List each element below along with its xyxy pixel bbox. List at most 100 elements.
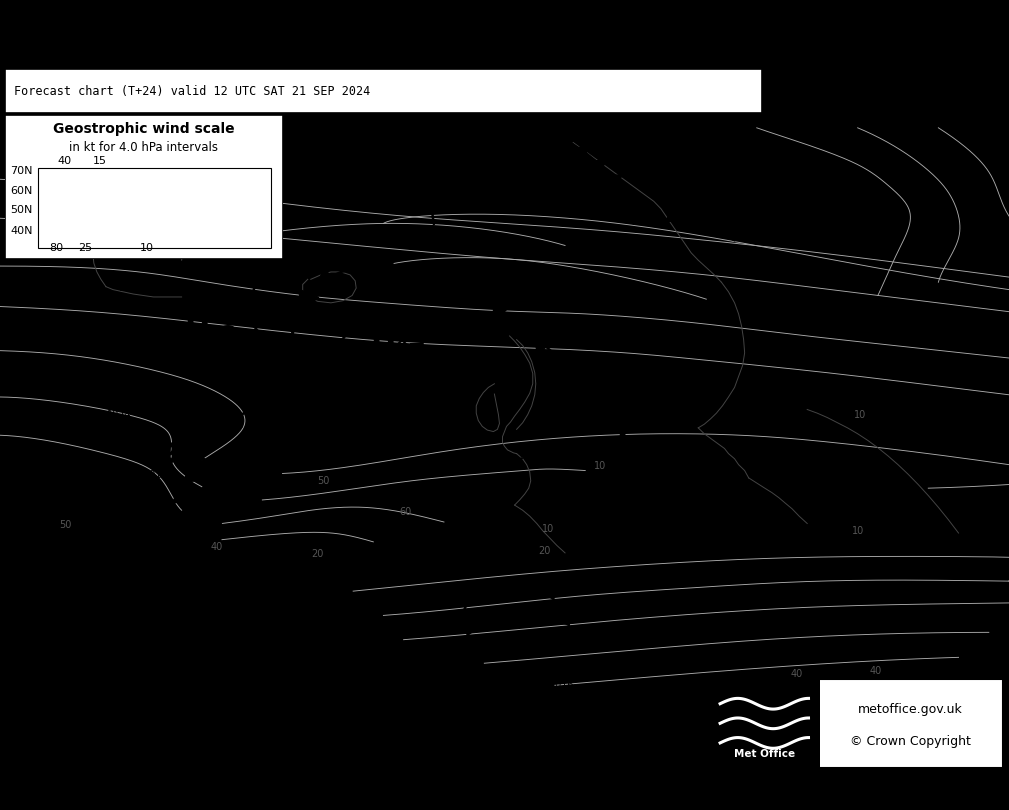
- Text: 60: 60: [400, 507, 412, 518]
- Polygon shape: [513, 585, 525, 590]
- Polygon shape: [464, 629, 475, 635]
- Polygon shape: [472, 653, 481, 664]
- Text: 40N: 40N: [10, 226, 32, 236]
- Polygon shape: [536, 590, 547, 596]
- Polygon shape: [478, 640, 488, 646]
- Polygon shape: [349, 141, 362, 149]
- Polygon shape: [160, 516, 175, 523]
- Polygon shape: [300, 290, 319, 301]
- Polygon shape: [238, 464, 252, 471]
- Polygon shape: [327, 341, 340, 348]
- Polygon shape: [428, 202, 442, 210]
- Polygon shape: [289, 313, 309, 323]
- Polygon shape: [610, 175, 623, 181]
- Polygon shape: [272, 359, 293, 369]
- Polygon shape: [541, 647, 553, 653]
- Text: 1038: 1038: [166, 324, 237, 348]
- Text: 10: 10: [542, 523, 554, 534]
- Text: 1028: 1028: [508, 379, 532, 389]
- Text: 1024: 1024: [107, 411, 131, 420]
- Polygon shape: [203, 434, 221, 447]
- Text: 1012: 1012: [936, 612, 961, 623]
- Text: 1020: 1020: [712, 461, 737, 471]
- Polygon shape: [350, 260, 361, 275]
- Polygon shape: [416, 184, 430, 190]
- Text: metoffice.gov.uk: metoffice.gov.uk: [858, 703, 963, 717]
- Polygon shape: [461, 611, 472, 617]
- Text: H: H: [184, 303, 210, 332]
- Polygon shape: [208, 544, 222, 551]
- Polygon shape: [640, 216, 653, 223]
- Text: 10: 10: [852, 526, 864, 536]
- Polygon shape: [624, 191, 637, 198]
- Polygon shape: [125, 600, 138, 608]
- Polygon shape: [244, 399, 262, 411]
- Polygon shape: [250, 292, 263, 300]
- Polygon shape: [516, 646, 528, 653]
- Polygon shape: [414, 266, 428, 279]
- Polygon shape: [470, 595, 481, 600]
- Text: 40: 40: [58, 156, 72, 166]
- Polygon shape: [558, 619, 569, 625]
- Text: 60N: 60N: [10, 185, 32, 196]
- Polygon shape: [488, 586, 499, 592]
- Polygon shape: [304, 306, 319, 313]
- Text: 1016: 1016: [518, 451, 542, 461]
- Text: 992: 992: [137, 441, 202, 471]
- Text: 1011: 1011: [615, 438, 692, 466]
- Polygon shape: [281, 337, 302, 346]
- Text: © Crown Copyright: © Crown Copyright: [850, 735, 971, 748]
- Polygon shape: [254, 425, 268, 433]
- Polygon shape: [292, 318, 306, 326]
- Text: 10: 10: [594, 461, 606, 471]
- Text: 1028: 1028: [137, 395, 161, 405]
- Text: 50N: 50N: [10, 206, 32, 215]
- Text: in kt for 4.0 hPa intervals: in kt for 4.0 hPa intervals: [70, 141, 218, 154]
- Text: 1024: 1024: [733, 505, 757, 515]
- Polygon shape: [263, 434, 275, 441]
- Text: 10: 10: [854, 410, 866, 420]
- Text: 1016: 1016: [321, 540, 345, 551]
- Polygon shape: [217, 524, 230, 531]
- Polygon shape: [199, 563, 213, 570]
- Text: Forecast chart (T+24) valid 12 UTC SAT 21 SEP 2024: Forecast chart (T+24) valid 12 UTC SAT 2…: [14, 84, 370, 98]
- Text: 70N: 70N: [10, 165, 32, 176]
- Text: Met Office: Met Office: [734, 749, 795, 759]
- Bar: [38, 168, 271, 248]
- Polygon shape: [249, 313, 263, 320]
- Polygon shape: [382, 259, 394, 275]
- Polygon shape: [257, 273, 271, 280]
- Polygon shape: [336, 324, 349, 332]
- Polygon shape: [552, 603, 563, 608]
- Polygon shape: [558, 134, 570, 140]
- Text: 1020: 1020: [813, 461, 837, 471]
- Text: 1016: 1016: [946, 475, 971, 484]
- Text: 1020: 1020: [119, 284, 143, 293]
- Polygon shape: [556, 637, 568, 642]
- Text: 15: 15: [93, 156, 106, 166]
- Text: 25: 25: [79, 244, 93, 254]
- Polygon shape: [493, 305, 511, 318]
- Polygon shape: [311, 437, 322, 444]
- Polygon shape: [224, 504, 238, 512]
- Polygon shape: [183, 475, 197, 482]
- Text: Geostrophic wind scale: Geostrophic wind scale: [52, 122, 235, 135]
- Polygon shape: [116, 621, 130, 629]
- Text: 1016: 1016: [144, 470, 169, 480]
- Polygon shape: [594, 160, 607, 166]
- Text: 40: 40: [791, 669, 803, 680]
- Polygon shape: [133, 579, 147, 586]
- Polygon shape: [303, 346, 317, 353]
- Polygon shape: [193, 454, 207, 462]
- Text: 20: 20: [539, 546, 551, 556]
- Polygon shape: [632, 209, 643, 215]
- Polygon shape: [469, 289, 485, 303]
- Polygon shape: [442, 275, 458, 290]
- Text: 1038: 1038: [238, 311, 262, 321]
- Polygon shape: [536, 339, 555, 352]
- Text: 1032: 1032: [407, 232, 431, 241]
- Text: 40: 40: [870, 666, 882, 676]
- Bar: [708, 679, 820, 768]
- Polygon shape: [447, 652, 456, 663]
- Polygon shape: [516, 322, 533, 335]
